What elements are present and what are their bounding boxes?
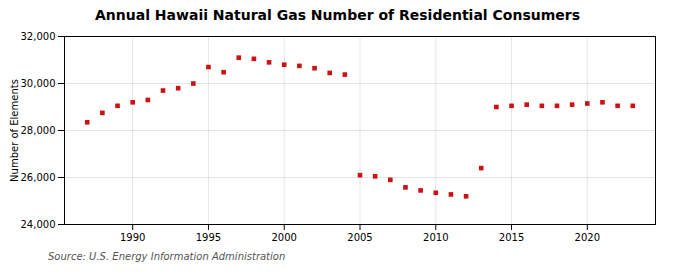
svg-text:2000: 2000 xyxy=(272,232,297,243)
html-text:Annual Hawaii Natural Gas Numb: Annual Hawaii Natural Gas Number of Resi… xyxy=(95,7,580,23)
svg-text:2020: 2020 xyxy=(575,232,600,243)
svg-text:1995: 1995 xyxy=(196,232,221,243)
svg-text:32,000: 32,000 xyxy=(21,31,56,42)
svg-text:1990: 1990 xyxy=(120,232,145,243)
svg-text:26,000: 26,000 xyxy=(21,172,56,183)
html-text:Source: U.S. Energy Informatio: Source: U.S. Energy Information Administ… xyxy=(48,251,286,262)
svg-text:24,000: 24,000 xyxy=(21,219,56,230)
svg-text:2015: 2015 xyxy=(499,232,524,243)
svg-text:28,000: 28,000 xyxy=(21,125,56,136)
svg-text:30,000: 30,000 xyxy=(21,78,56,89)
svg-text:Number of Elements: Number of Elements xyxy=(9,79,20,182)
svg-text:2005: 2005 xyxy=(347,232,372,243)
svg-text:2010: 2010 xyxy=(423,232,448,243)
